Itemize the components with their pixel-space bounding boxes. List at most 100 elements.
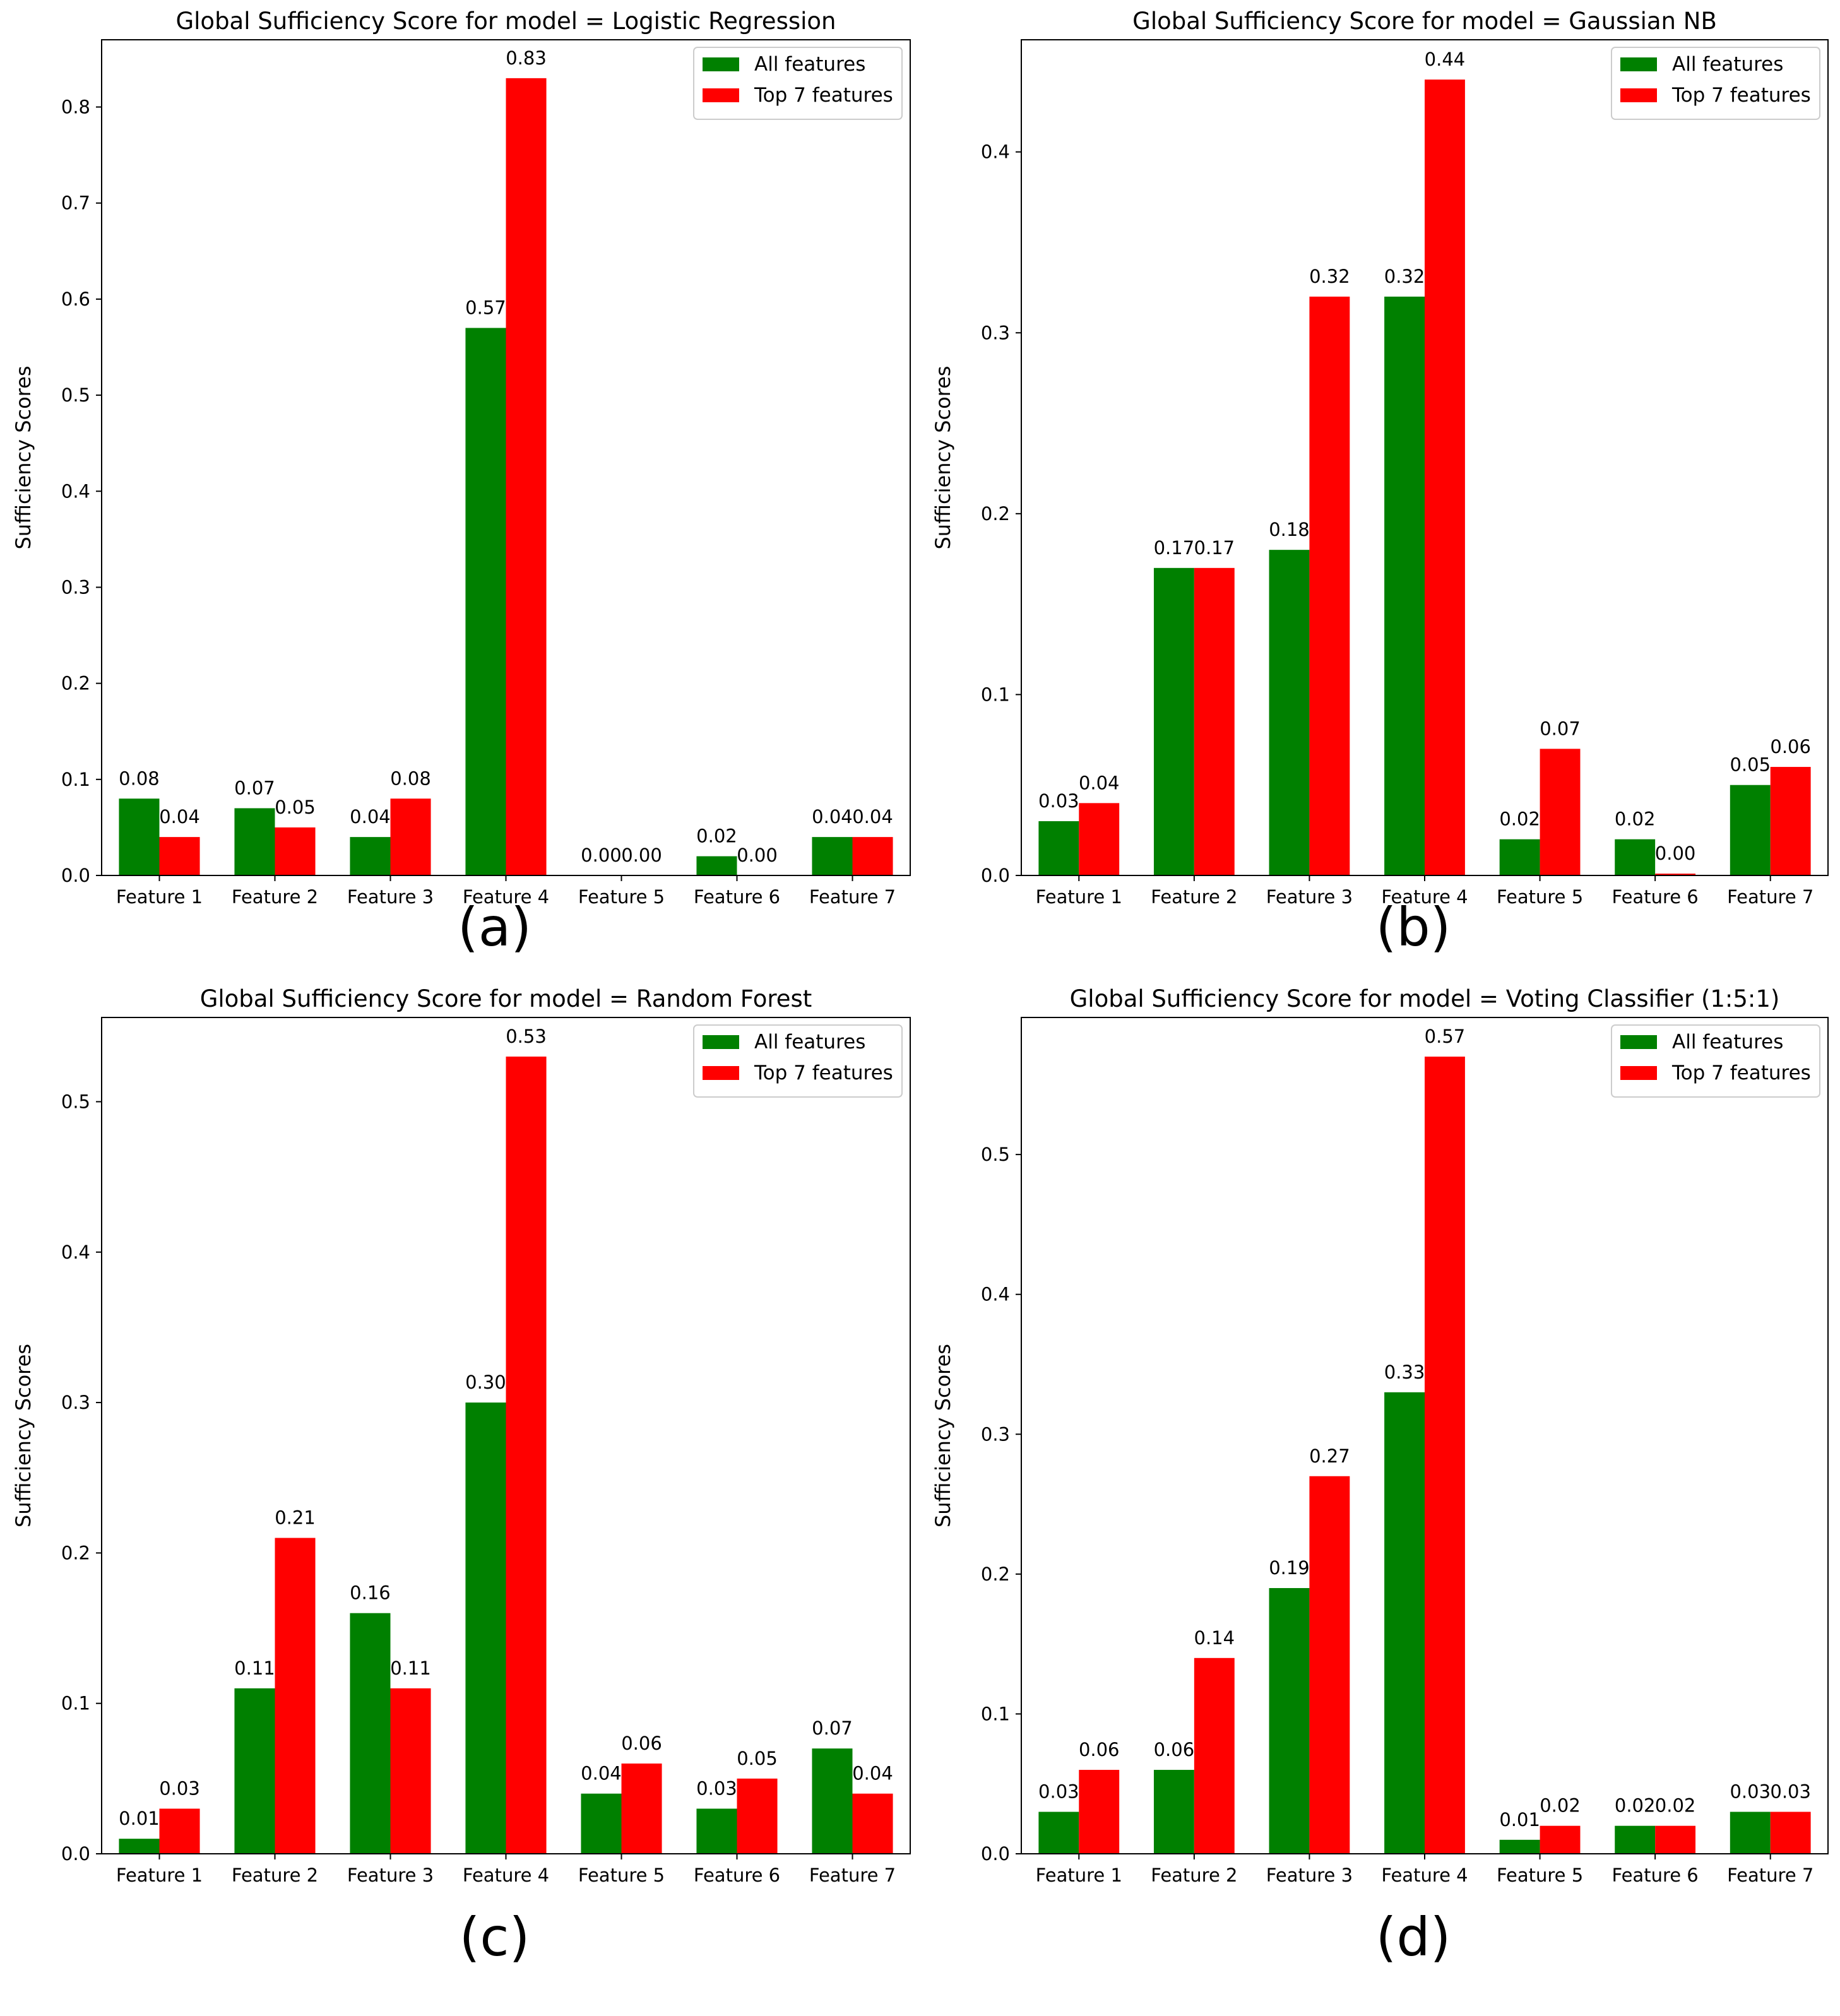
y-tick-label: 0.4 [981, 141, 1010, 163]
y-tick-label: 0.0 [61, 1843, 90, 1865]
y-tick-label: 0.1 [981, 684, 1010, 705]
data-label: 0.17 [1194, 537, 1235, 559]
bar-top7-2 [275, 1538, 316, 1854]
data-label: 0.06 [1770, 736, 1811, 757]
bar-top7-5 [621, 1764, 662, 1854]
bar-all-4 [465, 328, 506, 875]
y-axis-label: Sufficiency Scores [931, 366, 955, 550]
data-label: 0.03 [696, 1778, 737, 1800]
x-tick-label: Feature 6 [694, 1865, 780, 1886]
chart-panel-1: Global Sufficiency Score for model = Log… [11, 8, 911, 958]
data-label: 0.01 [119, 1808, 160, 1829]
data-label: 0.04 [852, 1763, 893, 1784]
data-label: 0.00 [1655, 843, 1696, 864]
data-label: 0.04 [350, 806, 391, 827]
data-label: 0.03 [159, 1778, 200, 1800]
y-tick-label: 0.3 [981, 322, 1010, 343]
bar-all-7 [1730, 1811, 1771, 1854]
data-label: 0.02 [1499, 809, 1540, 830]
data-label: 0.03 [1038, 1781, 1079, 1803]
y-tick-label: 0.2 [981, 1563, 1010, 1585]
y-tick-label: 0.4 [981, 1284, 1010, 1305]
legend-label: Top 7 features [1671, 1062, 1811, 1084]
x-tick-label: Feature 5 [1497, 886, 1583, 908]
bar-all-1 [1038, 1811, 1079, 1854]
bar-all-7 [812, 1748, 853, 1854]
data-label: 0.00 [581, 845, 622, 866]
y-tick-label: 0.1 [61, 1693, 90, 1714]
x-tick-label: Feature 2 [232, 886, 318, 908]
y-tick-label: 0.8 [61, 97, 90, 118]
y-tick-label: 0.0 [61, 865, 90, 886]
bar-all-2 [1153, 1770, 1194, 1854]
bar-top7-2 [275, 827, 316, 875]
panel-label: (b) [1376, 896, 1451, 958]
legend-label: All features [1672, 1031, 1783, 1053]
legend-swatch [703, 57, 739, 71]
data-label: 0.11 [234, 1657, 275, 1679]
data-label: 0.04 [1079, 772, 1120, 793]
bar-all-2 [1153, 567, 1194, 875]
x-tick-label: Feature 7 [809, 1865, 896, 1886]
data-label: 0.83 [506, 47, 547, 69]
x-tick-label: Feature 1 [1036, 1865, 1122, 1886]
data-label: 0.16 [350, 1582, 391, 1604]
bar-top7-2 [1194, 567, 1235, 875]
bar-all-5 [1499, 839, 1540, 875]
legend-box [1611, 1024, 1820, 1098]
bar-all-6 [696, 856, 737, 875]
data-label: 0.53 [506, 1026, 547, 1047]
data-label: 0.00 [621, 845, 662, 866]
bar-top7-6 [1655, 874, 1696, 875]
data-label: 0.33 [1384, 1361, 1425, 1383]
x-tick-label: Feature 4 [463, 886, 549, 908]
chart-title: Global Sufficiency Score for model = Vot… [1070, 985, 1780, 1012]
data-label: 0.19 [1269, 1557, 1310, 1579]
bar-all-4 [1384, 1392, 1425, 1854]
bar-top7-7 [852, 837, 893, 875]
bar-all-5 [1499, 1839, 1540, 1854]
data-label: 0.57 [465, 297, 506, 319]
bar-top7-4 [506, 78, 547, 876]
x-tick-label: Feature 1 [1036, 886, 1122, 908]
chart-panel-2: Global Sufficiency Score for model = Gau… [931, 8, 1829, 958]
legend: All features Top 7 features [1611, 1024, 1820, 1098]
data-label: 0.08 [119, 768, 160, 789]
data-label: 0.05 [737, 1748, 778, 1769]
bar-top7-7 [852, 1793, 893, 1854]
data-label: 0.03 [1038, 790, 1079, 812]
data-label: 0.04 [159, 806, 200, 827]
data-label: 0.02 [696, 826, 737, 847]
x-tick-label: Feature 3 [1266, 886, 1353, 908]
bar-all-5 [581, 1793, 622, 1854]
data-label: 0.08 [390, 768, 431, 789]
bar-top7-6 [1655, 1825, 1696, 1854]
bar-all-6 [696, 1808, 737, 1854]
y-tick-label: 0.5 [61, 1091, 90, 1112]
x-tick-label: Feature 1 [116, 886, 203, 908]
x-tick-label: Feature 4 [463, 1865, 549, 1886]
data-label: 0.02 [1615, 809, 1656, 830]
y-axis-label: Sufficiency Scores [931, 1344, 955, 1527]
x-tick-label: Feature 4 [1381, 886, 1468, 908]
legend: All features Top 7 features [693, 1024, 903, 1098]
data-label: 0.57 [1425, 1026, 1466, 1047]
bar-top7-4 [1425, 80, 1465, 876]
x-tick-label: Feature 1 [116, 1865, 203, 1886]
x-tick-label: Feature 2 [232, 1865, 318, 1886]
y-tick-label: 0.6 [61, 288, 90, 310]
data-label: 0.32 [1309, 266, 1350, 287]
bar-top7-3 [1309, 296, 1350, 875]
legend-label: All features [754, 53, 865, 76]
data-label: 0.21 [275, 1507, 316, 1529]
bar-all-3 [1269, 550, 1310, 875]
data-label: 0.04 [812, 806, 853, 827]
panel-label: (c) [460, 1906, 530, 1968]
bar-all-7 [812, 837, 853, 875]
bar-top7-5 [1540, 749, 1581, 875]
bar-top7-2 [1194, 1657, 1235, 1854]
chart-panel-3: Global Sufficiency Score for model = Ran… [11, 985, 911, 1968]
bar-all-6 [1615, 839, 1656, 875]
bar-all-4 [1384, 296, 1425, 875]
bar-all-3 [350, 837, 391, 875]
